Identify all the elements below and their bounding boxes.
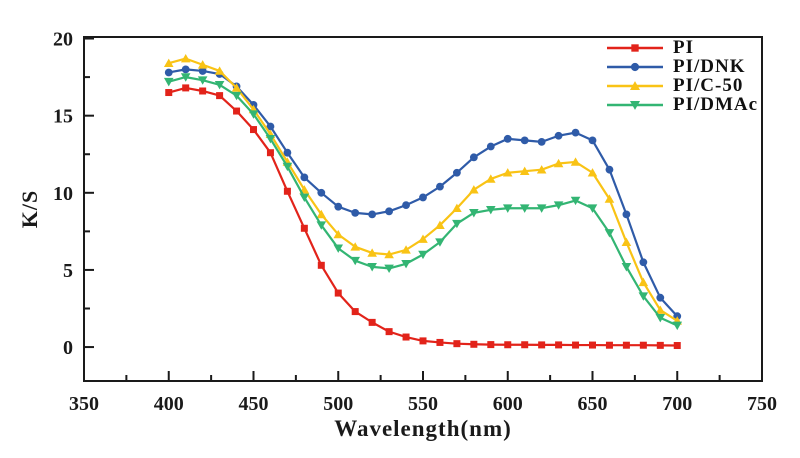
legend-marker-pi-c-50-icon <box>607 80 663 90</box>
plot-border <box>83 36 763 382</box>
legend-item-pi: PI <box>606 38 758 57</box>
legend-label: PI/C-50 <box>673 75 744 96</box>
legend: PI PI/DNK PI/C-50 PI/DMAc <box>606 38 758 114</box>
x-tick-label: 400 <box>154 393 184 415</box>
y-tick-label: 0 <box>63 337 73 359</box>
y-tick-label: 15 <box>53 106 73 128</box>
x-tick-label: 450 <box>239 393 269 415</box>
legend-item-pi-dmac: PI/DMAc <box>606 95 758 114</box>
x-tick-label: 500 <box>323 393 353 415</box>
legend-label: PI/DNK <box>673 56 746 77</box>
legend-marker-pi-icon <box>607 43 663 52</box>
x-tick-label: 650 <box>578 393 608 415</box>
x-tick-label: 750 <box>747 393 777 415</box>
series-pi <box>165 84 681 350</box>
legend-item-pi-dnk: PI/DNK <box>606 57 758 76</box>
series-pi-dnk <box>164 65 682 321</box>
x-tick-label: 700 <box>662 393 692 415</box>
series-pi-c-50 <box>163 53 683 325</box>
legend-marker-pi-dnk-icon <box>607 62 663 71</box>
legend-marker-pi-dmac-icon <box>607 100 663 110</box>
legend-label: PI/DMAc <box>673 94 759 115</box>
y-tick-label: 20 <box>53 29 73 51</box>
legend-label: PI <box>673 37 694 58</box>
y-tick-label: 5 <box>63 260 73 282</box>
x-axis-title: Wavelength(nm) <box>334 416 512 441</box>
x-tick-label: 350 <box>69 393 99 415</box>
x-tick-label: 600 <box>493 393 523 415</box>
legend-item-pi-c-50: PI/C-50 <box>606 76 758 95</box>
y-axis-title: K/S <box>17 189 42 229</box>
x-tick-label: 550 <box>408 393 438 415</box>
y-tick-label: 10 <box>53 183 73 205</box>
series-pi-dmac <box>163 73 683 331</box>
